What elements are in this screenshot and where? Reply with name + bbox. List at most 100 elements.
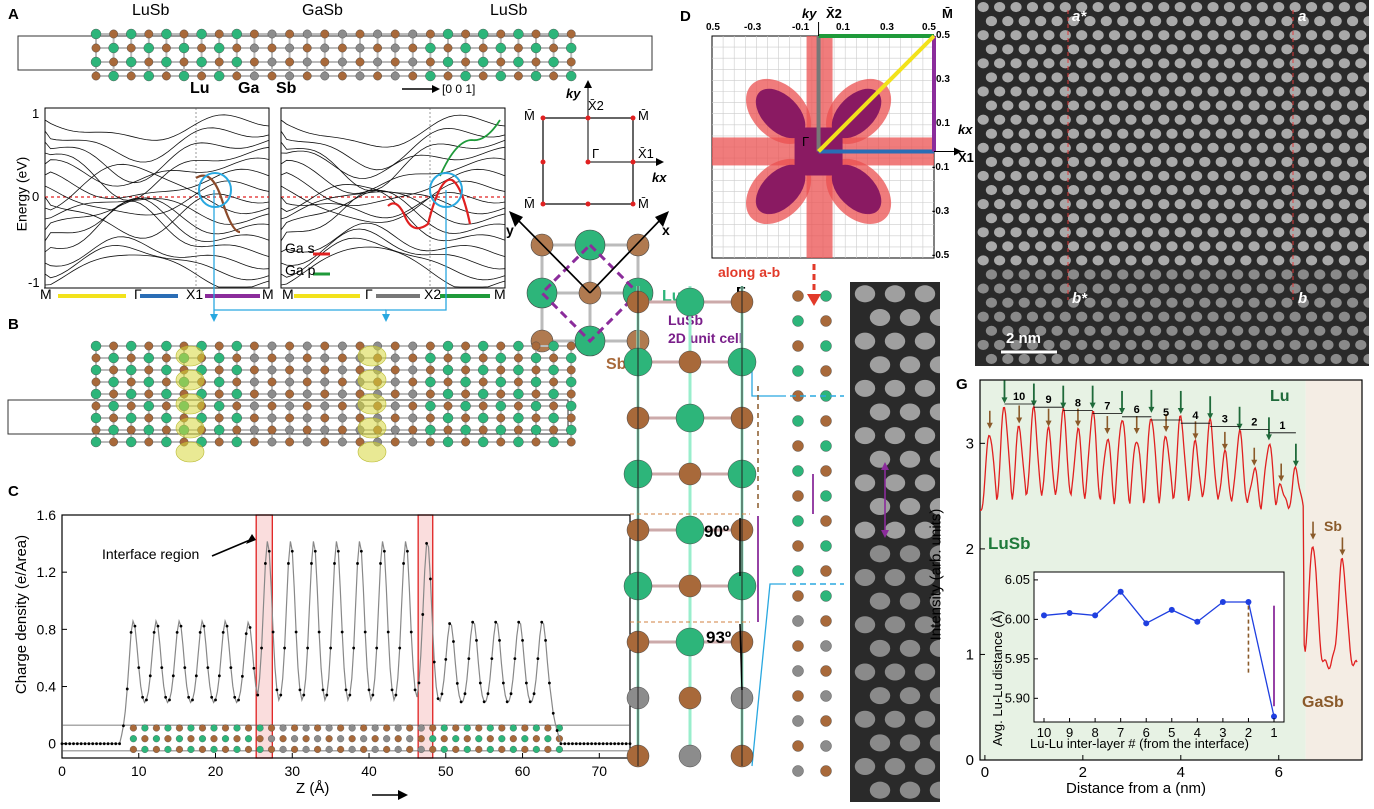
stem-column: [1248, 241, 1260, 252]
stem-column: [1297, 100, 1309, 111]
atom: [152, 735, 160, 743]
atom: [566, 70, 577, 82]
atom: [285, 353, 294, 363]
atom: [125, 436, 137, 448]
stem-column: [1264, 100, 1277, 111]
stem-column: [1182, 184, 1194, 196]
atom: [109, 341, 119, 351]
stem-column: [1322, 1, 1334, 13]
stem-column: [899, 403, 921, 421]
atom: [141, 735, 149, 743]
atom: [109, 389, 119, 399]
stem-column: [1273, 1, 1285, 13]
stem-column: [1273, 30, 1285, 41]
stem-column: [1223, 142, 1236, 153]
atom: [109, 413, 119, 423]
stem-column: [1240, 170, 1252, 182]
stem-column: [1248, 297, 1260, 308]
stem-column: [1363, 128, 1369, 139]
density-point: [333, 562, 336, 565]
inset-point: [1143, 620, 1150, 627]
density-point: [125, 687, 129, 691]
stem-column: [1347, 241, 1359, 252]
density-point: [98, 742, 102, 746]
atom: [249, 71, 259, 81]
stem-column: [1207, 30, 1219, 41]
stem-column: [985, 213, 997, 224]
stem-column: [899, 781, 921, 799]
density-point: [609, 742, 613, 746]
stem-column: [1002, 297, 1014, 308]
band-ga-s: [387, 178, 472, 230]
stem-column: [899, 545, 921, 563]
atom: [232, 43, 242, 53]
stem-column: [1314, 16, 1326, 27]
atom: [91, 71, 101, 81]
stem-column: [1289, 311, 1301, 322]
atom: [175, 745, 183, 753]
stem-column: [1322, 255, 1334, 266]
stem-column: [1092, 170, 1104, 182]
atom: [495, 352, 506, 364]
band-line: [280, 237, 506, 281]
charge-isosurface: [175, 441, 205, 463]
atom: [210, 745, 218, 753]
atom: [231, 412, 243, 424]
density-point: [68, 742, 72, 746]
atom: [425, 400, 436, 412]
kpath-left-2: X̄1: [186, 286, 204, 302]
atom: [360, 745, 368, 753]
d-top-tick-5: 0.5: [922, 22, 936, 33]
stem-column: [1150, 269, 1162, 280]
atom: [495, 376, 506, 388]
stem-column: [1174, 311, 1186, 322]
atom: [143, 376, 155, 388]
stem-column: [1215, 156, 1227, 167]
element-label-ga: Ga: [238, 80, 260, 97]
stem-column: [1158, 170, 1170, 182]
density-point: [287, 562, 290, 565]
stem-column: [899, 450, 921, 468]
atom: [267, 341, 277, 351]
atom: [478, 43, 488, 53]
atom: [417, 745, 425, 753]
energy-tick-1: 1: [32, 106, 40, 121]
along-ab-arrowhead: [807, 294, 821, 306]
stem-column: [1174, 1, 1186, 13]
d-right-tick-4: -0.3: [932, 206, 950, 217]
atom: [126, 353, 136, 363]
stem-column: [1018, 156, 1030, 167]
density-point: [191, 698, 194, 702]
stem-column: [1010, 114, 1022, 125]
density-point: [233, 695, 237, 699]
stem-column: [1207, 142, 1219, 153]
atom: [90, 436, 102, 448]
stem-column: [1026, 283, 1039, 294]
density-point: [597, 742, 601, 746]
stem-column: [1232, 213, 1244, 224]
atom: [792, 315, 804, 327]
atom: [443, 43, 453, 53]
stem-column: [1158, 255, 1170, 266]
stem-column: [1182, 100, 1194, 111]
stem-column: [1240, 58, 1252, 69]
y-tick-label: 1.6: [37, 507, 57, 523]
stem-column: [1051, 269, 1063, 280]
stem-column: [1240, 86, 1252, 97]
stem-column: [1133, 184, 1145, 196]
stem-column: [1322, 170, 1334, 182]
band-line: [44, 139, 270, 184]
stem-column: [854, 616, 876, 634]
stem-column: [914, 474, 936, 492]
stem-column: [1322, 311, 1334, 322]
f-a-star: a*: [1072, 8, 1087, 25]
density-point: [394, 693, 398, 697]
ga-atom: [678, 744, 702, 768]
density-point: [164, 695, 168, 699]
atom: [348, 735, 356, 743]
stem-column: [1108, 1, 1121, 13]
atom: [279, 745, 287, 753]
density-point: [605, 742, 609, 746]
atom: [442, 56, 454, 68]
